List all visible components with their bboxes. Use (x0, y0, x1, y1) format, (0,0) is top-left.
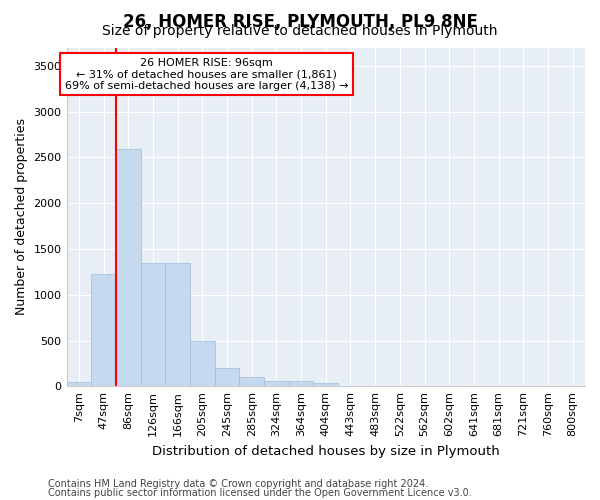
Text: 26, HOMER RISE, PLYMOUTH, PL9 8NE: 26, HOMER RISE, PLYMOUTH, PL9 8NE (122, 12, 478, 30)
Text: Contains public sector information licensed under the Open Government Licence v3: Contains public sector information licen… (48, 488, 472, 498)
Bar (239, 376, 264, 386)
Bar (116, 149, 140, 386)
Text: 26 HOMER RISE: 96sqm
← 31% of detached houses are smaller (1,861)
69% of semi-de: 26 HOMER RISE: 96sqm ← 31% of detached h… (65, 58, 348, 91)
Bar (140, 262, 165, 386)
Bar (165, 262, 190, 386)
Bar (289, 382, 313, 386)
Bar (190, 342, 215, 386)
Text: Size of property relative to detached houses in Plymouth: Size of property relative to detached ho… (102, 24, 498, 38)
Bar (215, 368, 239, 386)
Bar (67, 382, 91, 386)
Bar (313, 383, 338, 386)
Text: Contains HM Land Registry data © Crown copyright and database right 2024.: Contains HM Land Registry data © Crown c… (48, 479, 428, 489)
X-axis label: Distribution of detached houses by size in Plymouth: Distribution of detached houses by size … (152, 444, 500, 458)
Bar (91, 274, 116, 386)
Y-axis label: Number of detached properties: Number of detached properties (15, 118, 28, 316)
Bar (264, 382, 289, 386)
